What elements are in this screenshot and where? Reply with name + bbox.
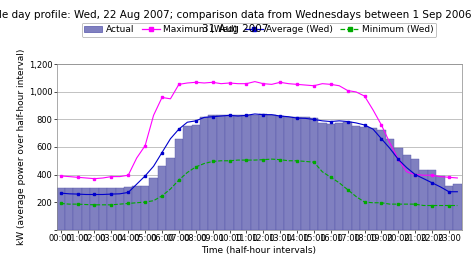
Bar xyxy=(377,130,386,230)
Bar xyxy=(124,187,132,230)
Bar xyxy=(132,186,141,230)
Bar xyxy=(326,123,335,230)
Bar xyxy=(73,188,82,230)
Bar xyxy=(99,188,107,230)
Bar xyxy=(284,117,293,230)
Bar xyxy=(57,188,65,230)
Bar xyxy=(403,155,411,230)
Bar xyxy=(259,114,268,230)
Bar xyxy=(183,126,192,230)
Bar xyxy=(394,148,403,230)
Bar xyxy=(318,123,326,230)
X-axis label: Time (half-hour intervals): Time (half-hour intervals) xyxy=(202,246,317,255)
Bar xyxy=(428,171,436,230)
Legend: Actual, Maximum (Wed), Average (Wed), Minimum (Wed): Actual, Maximum (Wed), Average (Wed), Mi… xyxy=(81,23,437,37)
Bar xyxy=(453,184,462,230)
Bar xyxy=(386,139,394,230)
Bar xyxy=(293,117,301,230)
Bar xyxy=(335,123,343,230)
Y-axis label: kW (average power over half-hour interval): kW (average power over half-hour interva… xyxy=(17,49,26,245)
Bar xyxy=(175,139,183,230)
Bar xyxy=(115,188,124,230)
Bar xyxy=(192,125,200,230)
Bar xyxy=(369,128,377,230)
Bar xyxy=(276,116,284,230)
Bar xyxy=(149,178,158,230)
Bar xyxy=(411,159,419,230)
Bar xyxy=(301,117,310,230)
Bar xyxy=(158,165,166,230)
Bar xyxy=(208,115,217,230)
Bar xyxy=(90,188,99,230)
Bar xyxy=(82,188,90,230)
Bar xyxy=(234,115,242,230)
Bar xyxy=(225,115,234,230)
Bar xyxy=(343,122,352,230)
Bar xyxy=(107,188,115,230)
Bar xyxy=(352,126,360,230)
Bar xyxy=(141,186,149,230)
Bar xyxy=(200,117,208,230)
Text: Single day profile: Wed, 22 Aug 2007; comparison data from Wednesdays between 1 : Single day profile: Wed, 22 Aug 2007; co… xyxy=(0,10,471,20)
Bar xyxy=(445,186,453,230)
Bar xyxy=(65,188,73,230)
Bar xyxy=(436,176,445,230)
Bar xyxy=(419,171,428,230)
Bar xyxy=(309,118,318,230)
Text: 31 Aug 2007: 31 Aug 2007 xyxy=(203,24,268,34)
Bar xyxy=(360,127,369,230)
Bar xyxy=(251,115,259,230)
Bar xyxy=(268,115,276,230)
Bar xyxy=(166,158,175,230)
Bar xyxy=(242,115,251,230)
Bar xyxy=(217,115,225,230)
